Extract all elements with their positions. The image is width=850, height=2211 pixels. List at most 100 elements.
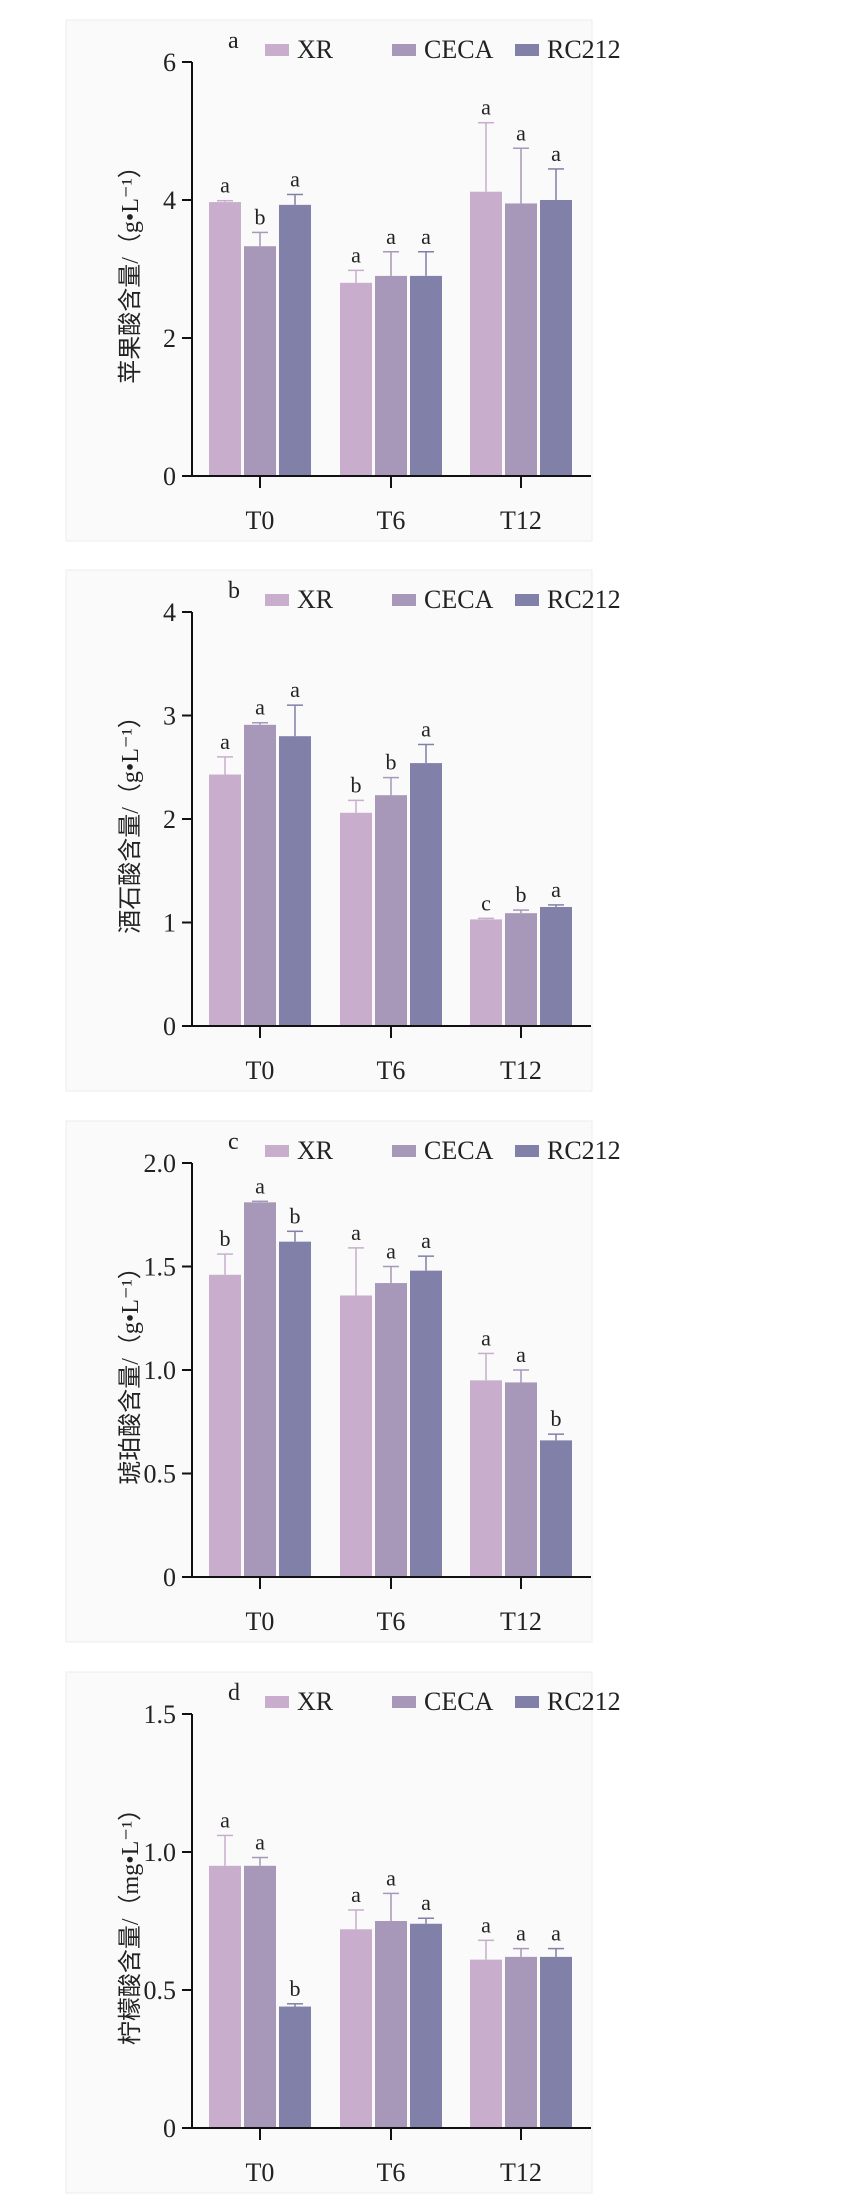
- significance-letter: b: [516, 882, 527, 907]
- significance-letter: a: [481, 1325, 491, 1350]
- x-tick-label: T12: [500, 2158, 542, 2187]
- x-tick-label: T12: [500, 1607, 542, 1636]
- y-tick-label: 2.0: [144, 1149, 177, 1178]
- bar-xr-t0: [209, 774, 241, 1026]
- y-tick-label: 4: [163, 598, 176, 627]
- significance-letter: b: [220, 1226, 231, 1251]
- legend-swatch-rc212: [515, 44, 539, 56]
- legend-label-ceca: CECA: [424, 35, 494, 64]
- x-tick-label: T12: [500, 506, 542, 535]
- significance-letter: b: [386, 750, 397, 775]
- significance-letter: a: [351, 1220, 361, 1245]
- legend-swatch-ceca: [392, 1696, 416, 1708]
- bar-ceca-t0: [244, 724, 276, 1026]
- legend-label-xr: XR: [297, 35, 334, 64]
- significance-letter: a: [516, 120, 526, 145]
- x-tick-label: T0: [246, 2158, 275, 2187]
- bar-ceca-t12: [505, 1956, 537, 2128]
- significance-letter: a: [220, 1807, 230, 1832]
- bar-ceca-t0: [244, 1202, 276, 1577]
- y-tick-label: 1.5: [144, 1253, 177, 1282]
- legend-swatch-ceca: [392, 594, 416, 606]
- bar-xr-t6: [340, 1295, 372, 1577]
- significance-letter: a: [516, 1921, 526, 1946]
- significance-letter: a: [220, 173, 230, 198]
- bar-rc212-t0: [279, 204, 311, 476]
- significance-letter: a: [551, 141, 561, 166]
- significance-letter: a: [421, 716, 431, 741]
- significance-letter: a: [255, 1830, 265, 1855]
- y-tick-label: 2: [163, 324, 176, 353]
- y-tick-label: 6: [163, 48, 176, 77]
- panel-background: [65, 1671, 593, 2194]
- significance-letter: b: [255, 204, 266, 229]
- bar-rc212-t6: [410, 1923, 442, 2128]
- significance-letter: b: [290, 1203, 301, 1228]
- panel-background: [65, 19, 593, 542]
- legend-label-rc212: RC212: [547, 1136, 621, 1165]
- significance-letter: a: [421, 1228, 431, 1253]
- x-tick-label: T6: [377, 506, 406, 535]
- significance-letter: a: [255, 1173, 265, 1198]
- y-axis-label: 琥珀酸含量/（g•L⁻¹）: [117, 1255, 144, 1485]
- bar-ceca-t6: [375, 795, 407, 1026]
- bar-rc212-t0: [279, 2006, 311, 2128]
- significance-letter: b: [551, 1406, 562, 1431]
- panel-background: [65, 1120, 593, 1643]
- significance-letter: a: [290, 677, 300, 702]
- significance-letter: a: [551, 1921, 561, 1946]
- significance-letter: a: [551, 877, 561, 902]
- legend-swatch-xr: [265, 44, 289, 56]
- significance-letter: a: [290, 166, 300, 191]
- y-axis-label: 柠檬酸含量/（mg•L⁻¹）: [117, 1797, 144, 2045]
- legend-swatch-xr: [265, 594, 289, 606]
- bar-rc212-t0: [279, 1241, 311, 1577]
- significance-letter: a: [351, 1882, 361, 1907]
- legend-label-rc212: RC212: [547, 585, 621, 614]
- significance-letter: a: [220, 729, 230, 754]
- y-tick-label: 0.5: [144, 1976, 177, 2005]
- bar-xr-t12: [470, 919, 502, 1026]
- legend-label-ceca: CECA: [424, 1687, 494, 1716]
- y-axis-label: 酒石酸含量/（g•L⁻¹）: [117, 704, 144, 934]
- bar-ceca-t12: [505, 203, 537, 476]
- y-tick-label: 2: [163, 805, 176, 834]
- significance-letter: a: [386, 1865, 396, 1890]
- significance-letter: b: [290, 1976, 301, 2001]
- y-tick-label: 1.0: [144, 1838, 177, 1867]
- significance-letter: a: [255, 695, 265, 720]
- significance-letter: a: [351, 242, 361, 267]
- legend-swatch-rc212: [515, 594, 539, 606]
- bar-xr-t0: [209, 202, 241, 476]
- panel-label: d: [228, 1680, 240, 1706]
- y-tick-label: 1.5: [144, 1700, 177, 1729]
- legend-label-ceca: CECA: [424, 585, 494, 614]
- bar-ceca-t12: [505, 913, 537, 1026]
- x-tick-label: T0: [246, 1607, 275, 1636]
- legend-swatch-xr: [265, 1696, 289, 1708]
- y-tick-label: 0: [163, 2114, 176, 2143]
- significance-letter: a: [481, 95, 491, 120]
- legend-swatch-rc212: [515, 1145, 539, 1157]
- x-tick-label: T6: [377, 2158, 406, 2187]
- legend-swatch-ceca: [392, 44, 416, 56]
- legend-swatch-rc212: [515, 1696, 539, 1708]
- panel-label: a: [228, 28, 239, 54]
- significance-letter: a: [386, 1239, 396, 1264]
- significance-letter: a: [421, 1890, 431, 1915]
- y-tick-label: 1: [163, 909, 176, 938]
- legend-swatch-xr: [265, 1145, 289, 1157]
- bar-xr-t12: [470, 191, 502, 476]
- bar-rc212-t12: [540, 1956, 572, 2128]
- bar-ceca-t6: [375, 1283, 407, 1577]
- x-tick-label: T6: [377, 1056, 406, 1085]
- bar-ceca-t6: [375, 1921, 407, 2128]
- x-tick-label: T6: [377, 1607, 406, 1636]
- bar-rc212-t12: [540, 200, 572, 476]
- bar-xr-t0: [209, 1274, 241, 1577]
- bar-xr-t12: [470, 1959, 502, 2128]
